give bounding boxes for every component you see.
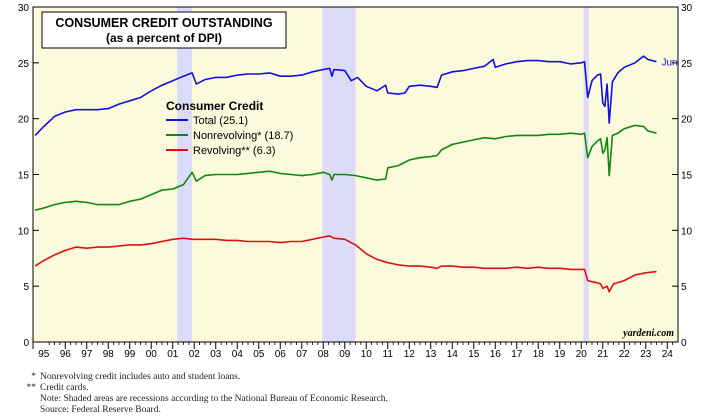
chart-subtitle: (as a percent of DPI) xyxy=(106,31,222,45)
x-tick-label-22: 22 xyxy=(619,349,631,360)
recession-band-1 xyxy=(177,7,193,342)
y-tick-label-left: 5 xyxy=(23,282,29,293)
x-tick-label-14: 14 xyxy=(447,349,459,360)
x-tick-label-23: 23 xyxy=(640,349,652,360)
x-tick-label-95: 95 xyxy=(38,349,50,360)
y-tick-label-right: 30 xyxy=(681,3,693,14)
footnote-mark: ** xyxy=(26,383,37,393)
x-tick-label-21: 21 xyxy=(597,349,609,360)
x-tick-label-97: 97 xyxy=(81,349,93,360)
x-tick-label-99: 99 xyxy=(124,349,136,360)
plot-frame xyxy=(32,6,679,343)
y-tick-label-left: 30 xyxy=(18,3,30,14)
recession-band-3 xyxy=(583,7,589,342)
x-tick-label-18: 18 xyxy=(533,349,545,360)
title-box: CONSUMER CREDIT OUTSTANDING (as a percen… xyxy=(41,11,287,49)
x-tick-label-09: 09 xyxy=(339,349,351,360)
legend-title: Consumer Credit xyxy=(166,99,263,113)
y-tick-label-left: 25 xyxy=(18,59,30,70)
y-tick-label-right: 20 xyxy=(681,115,693,126)
end-label: Jun xyxy=(662,58,678,69)
y-tick-label-right: 25 xyxy=(681,59,693,70)
x-tick-label-05: 05 xyxy=(253,349,265,360)
series-line-total xyxy=(34,55,657,136)
x-tick-label-24: 24 xyxy=(662,349,674,360)
x-tick-label-11: 11 xyxy=(383,349,394,360)
x-tick-label-06: 06 xyxy=(275,349,287,360)
x-tick-label-00: 00 xyxy=(146,349,158,360)
x-tick-label-08: 08 xyxy=(318,349,330,360)
x-tick-label-01: 01 xyxy=(167,349,179,360)
x-tick-label-17: 17 xyxy=(511,349,523,360)
series-line-revolving xyxy=(34,235,657,293)
title-box-border xyxy=(41,11,287,49)
x-tick-label-16: 16 xyxy=(490,349,502,360)
x-tick-label-12: 12 xyxy=(404,349,416,360)
footnote-4: Source: Federal Reserve Board. xyxy=(14,405,161,416)
y-tick-label-right: 5 xyxy=(681,282,687,293)
y-tick-label-left: 15 xyxy=(18,171,30,182)
x-tick-label-02: 02 xyxy=(189,349,201,360)
legend-label: Revolving** (6.3) xyxy=(193,145,276,157)
footnote-1: * Nonrevolving credit includes auto and s… xyxy=(14,372,240,383)
x-tick-label-04: 04 xyxy=(232,349,244,360)
legend: Consumer Credit Total (25.1) Nonrevolving… xyxy=(166,99,293,157)
x-tick-label-98: 98 xyxy=(103,349,115,360)
x-tick-label-10: 10 xyxy=(361,349,373,360)
y-tick-label-right: 10 xyxy=(681,226,693,237)
footnote-text: Credit cards. xyxy=(40,383,89,393)
series-lines xyxy=(34,55,657,293)
legend-label: Total (25.1) xyxy=(193,115,248,127)
footnote-text: Nonrevolving credit includes auto and st… xyxy=(40,372,241,382)
x-tick-label-20: 20 xyxy=(576,349,588,360)
y-tick-label-right: 15 xyxy=(681,171,693,182)
x-tick-label-96: 96 xyxy=(60,349,72,360)
y-tick-label-left: 20 xyxy=(18,115,30,126)
watermark: yardeni.com xyxy=(622,328,674,339)
legend-label: Nonrevolving* (18.7) xyxy=(193,130,293,142)
y-tick-label-right: 0 xyxy=(681,338,687,349)
footnote-text: Source: Federal Reserve Board. xyxy=(40,405,161,415)
series-line-nonrevolving xyxy=(34,124,657,211)
y-tick-label-left: 0 xyxy=(23,338,29,349)
x-tick-label-13: 13 xyxy=(425,349,437,360)
y-tick-label-left: 10 xyxy=(18,226,30,237)
footnote-2: ** Credit cards. xyxy=(14,383,89,394)
x-tick-label-15: 15 xyxy=(468,349,480,360)
x-tick-label-07: 07 xyxy=(296,349,308,360)
chart-title: CONSUMER CREDIT OUTSTANDING xyxy=(55,16,272,30)
x-tick-label-03: 03 xyxy=(210,349,222,360)
footnote-text: Note: Shaded areas are recessions accord… xyxy=(40,394,388,404)
footnote-mark: * xyxy=(31,372,36,382)
footnote-3: Note: Shaded areas are recessions accord… xyxy=(14,394,388,405)
x-tick-label-19: 19 xyxy=(554,349,566,360)
